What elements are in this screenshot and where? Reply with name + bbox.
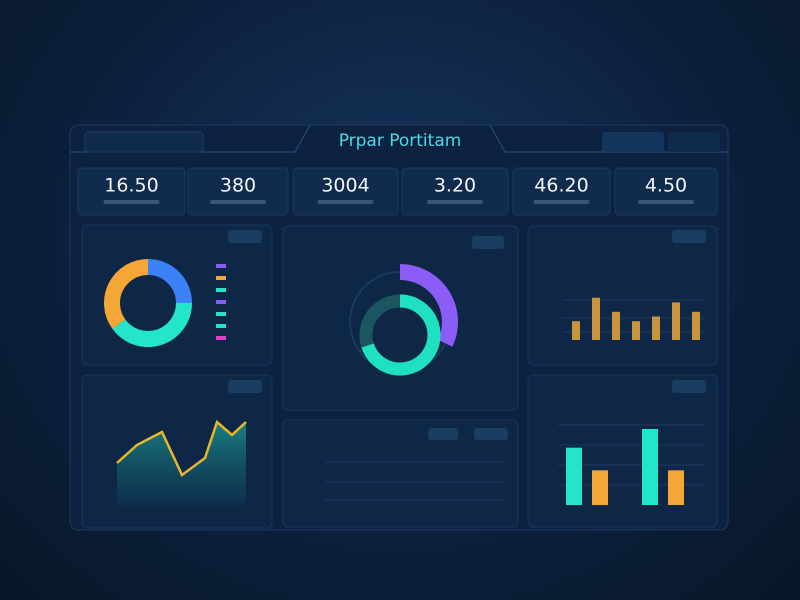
bar bbox=[642, 429, 658, 505]
kpi-value: 46.20 bbox=[534, 175, 588, 197]
kpi-value: 3.20 bbox=[434, 175, 476, 197]
panel-button[interactable] bbox=[228, 380, 262, 393]
kpi-caption bbox=[317, 200, 374, 204]
panel-button[interactable] bbox=[428, 428, 458, 440]
kpi-caption bbox=[210, 200, 266, 204]
area bbox=[117, 422, 246, 505]
panel-button[interactable] bbox=[474, 428, 508, 440]
kpi-caption bbox=[103, 200, 160, 204]
header-button[interactable] bbox=[668, 132, 720, 152]
panel bbox=[527, 225, 718, 366]
kpi-value: 3004 bbox=[321, 175, 369, 197]
panel-button[interactable] bbox=[672, 230, 706, 243]
bar bbox=[672, 302, 680, 340]
donut-segment bbox=[147, 259, 192, 304]
bar bbox=[572, 321, 580, 340]
kpi-value: 4.50 bbox=[645, 175, 687, 197]
bar bbox=[566, 447, 582, 505]
kpi-value: 380 bbox=[220, 175, 256, 197]
donut-segment bbox=[104, 259, 149, 329]
panel-button[interactable] bbox=[228, 230, 262, 243]
panel-button[interactable] bbox=[672, 380, 706, 393]
bar bbox=[612, 311, 620, 340]
line bbox=[116, 419, 247, 477]
bar bbox=[652, 316, 660, 340]
search-box[interactable] bbox=[84, 131, 204, 153]
gauge-inner bbox=[361, 294, 441, 376]
bar bbox=[592, 470, 608, 505]
panel-button[interactable] bbox=[472, 236, 504, 249]
bar bbox=[692, 311, 700, 340]
legend-swatches bbox=[216, 264, 226, 340]
donut-segment bbox=[112, 302, 192, 347]
kpi-value: 16.50 bbox=[104, 175, 158, 197]
kpi-caption bbox=[533, 200, 590, 204]
kpi-caption bbox=[427, 200, 483, 204]
panel bbox=[527, 374, 718, 528]
bar bbox=[632, 321, 640, 340]
empty-grid bbox=[325, 461, 505, 501]
bar bbox=[668, 470, 684, 505]
kpi-caption bbox=[638, 200, 694, 204]
header-button[interactable] bbox=[602, 132, 664, 152]
title: Prpar Portitam bbox=[339, 131, 462, 151]
gauge-outer bbox=[399, 264, 458, 347]
bar bbox=[592, 297, 600, 340]
panel bbox=[282, 225, 519, 411]
